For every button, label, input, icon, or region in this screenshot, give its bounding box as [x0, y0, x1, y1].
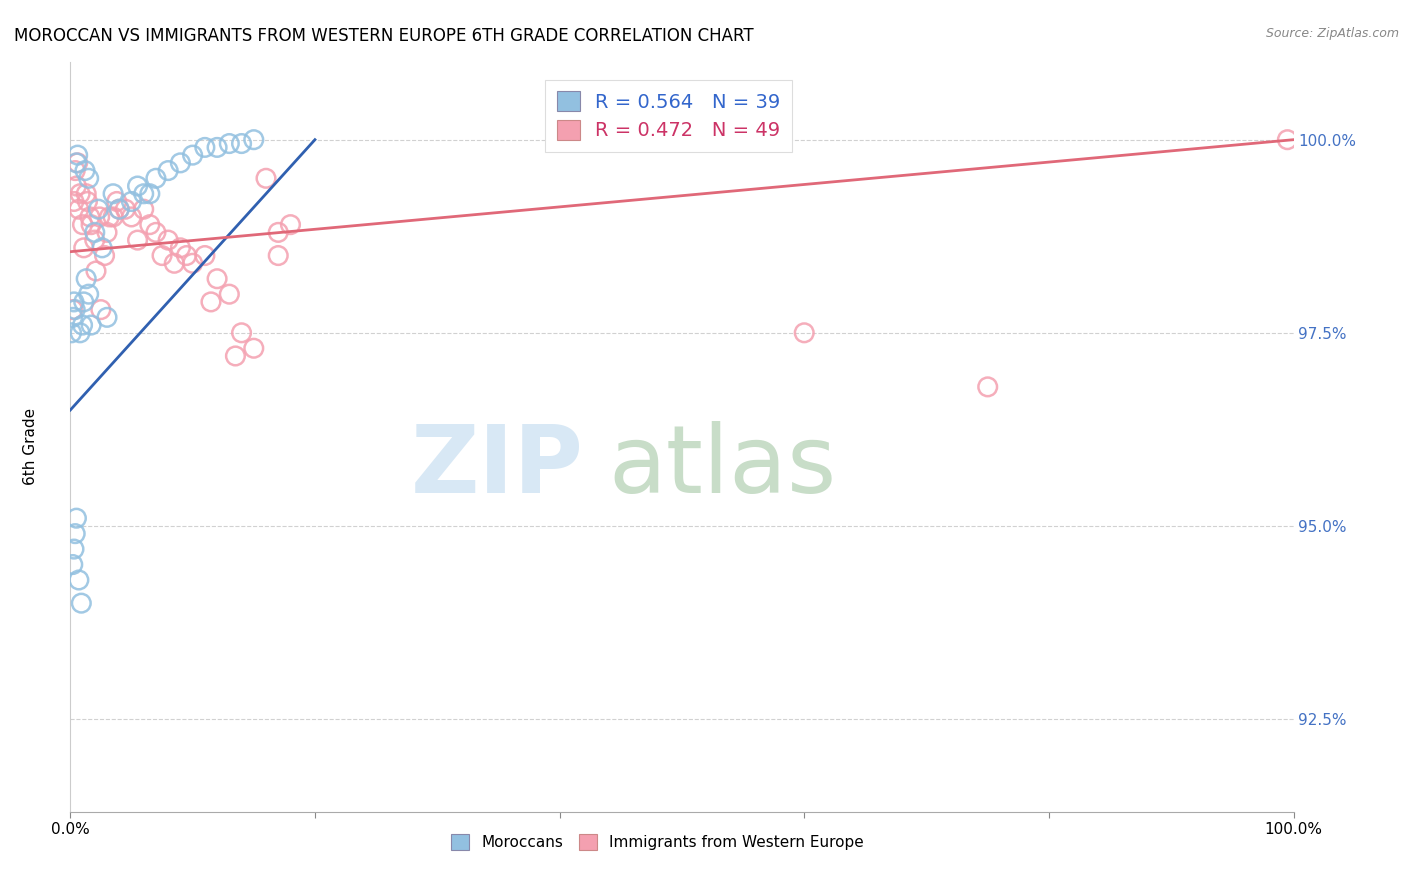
Point: [66, 148, 89, 162]
Point: [63, 302, 86, 317]
Point: [65, 511, 87, 525]
Point: [205, 140, 228, 154]
Point: [108, 202, 131, 217]
Point: [254, 171, 277, 186]
Point: [157, 163, 180, 178]
Point: [793, 326, 815, 340]
Point: [65, 156, 87, 170]
Point: [89, 210, 111, 224]
Point: [139, 186, 162, 201]
Point: [63, 294, 86, 309]
Text: Source: ZipAtlas.com: Source: ZipAtlas.com: [1265, 27, 1399, 40]
Point: [84, 264, 107, 278]
Point: [163, 256, 186, 270]
Point: [63, 526, 86, 541]
Point: [150, 248, 173, 262]
Point: [67, 573, 90, 587]
Point: [77, 171, 100, 186]
Point: [132, 186, 155, 201]
Point: [218, 287, 240, 301]
Point: [62, 302, 84, 317]
Point: [75, 271, 97, 285]
Point: [200, 294, 222, 309]
Point: [60, 326, 83, 340]
Legend: Moroccans, Immigrants from Western Europe: Moroccans, Immigrants from Western Europ…: [444, 829, 870, 856]
Point: [181, 148, 204, 162]
Point: [83, 226, 105, 240]
Point: [181, 256, 204, 270]
Point: [80, 218, 103, 232]
Point: [76, 194, 98, 209]
Point: [67, 202, 90, 217]
Point: [72, 318, 94, 332]
Point: [108, 202, 131, 217]
Point: [63, 542, 86, 557]
Point: [194, 248, 217, 262]
Point: [121, 194, 143, 209]
Point: [224, 349, 246, 363]
Point: [66, 156, 89, 170]
Point: [62, 310, 84, 325]
Text: 6th Grade: 6th Grade: [24, 408, 38, 484]
Point: [73, 241, 96, 255]
Point: [77, 287, 100, 301]
Point: [91, 241, 114, 255]
Point: [63, 194, 86, 209]
Point: [69, 186, 91, 201]
Point: [63, 163, 86, 178]
Point: [231, 136, 253, 151]
Point: [70, 596, 93, 610]
Point: [96, 226, 118, 240]
Point: [1277, 133, 1299, 147]
Point: [121, 210, 143, 224]
Point: [139, 218, 162, 232]
Point: [243, 341, 266, 355]
Point: [176, 248, 198, 262]
Point: [73, 294, 96, 309]
Point: [83, 233, 105, 247]
Point: [80, 318, 103, 332]
Point: [101, 186, 124, 201]
Point: [75, 186, 97, 201]
Point: [127, 233, 149, 247]
Point: [98, 210, 121, 224]
Point: [169, 241, 191, 255]
Point: [218, 136, 240, 151]
Point: [114, 202, 136, 217]
Point: [280, 218, 302, 232]
Point: [72, 218, 94, 232]
Text: ZIP: ZIP: [411, 421, 583, 513]
Point: [127, 179, 149, 194]
Point: [96, 310, 118, 325]
Point: [976, 380, 998, 394]
Point: [132, 202, 155, 217]
Point: [69, 326, 91, 340]
Text: atlas: atlas: [609, 421, 837, 513]
Point: [205, 271, 228, 285]
Point: [145, 171, 167, 186]
Point: [267, 226, 290, 240]
Point: [93, 248, 115, 262]
Point: [231, 326, 253, 340]
Text: MOROCCAN VS IMMIGRANTS FROM WESTERN EUROPE 6TH GRADE CORRELATION CHART: MOROCCAN VS IMMIGRANTS FROM WESTERN EURO…: [14, 27, 754, 45]
Point: [79, 210, 101, 224]
Point: [157, 233, 180, 247]
Point: [145, 226, 167, 240]
Point: [105, 194, 128, 209]
Point: [87, 202, 110, 217]
Point: [65, 179, 87, 194]
Point: [243, 133, 266, 147]
Point: [90, 302, 112, 317]
Point: [194, 140, 217, 154]
Point: [101, 210, 124, 224]
Point: [169, 156, 191, 170]
Point: [267, 248, 290, 262]
Point: [62, 558, 84, 572]
Point: [73, 163, 96, 178]
